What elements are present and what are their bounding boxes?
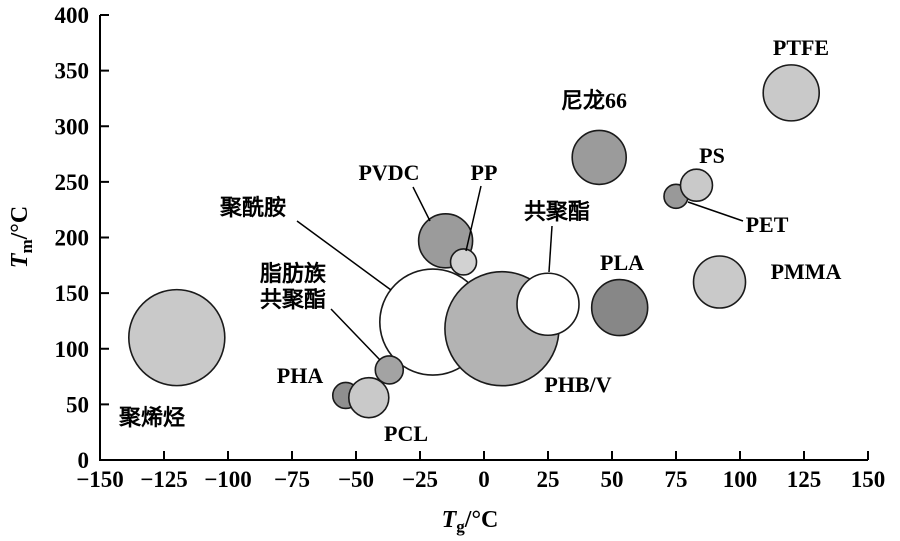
- label-aliphatic-copolyester: 脂肪族: [260, 261, 327, 286]
- label-ptfe: PTFE: [773, 35, 829, 60]
- y-tick-label: 150: [55, 281, 90, 306]
- y-tick-label: 300: [55, 114, 90, 139]
- x-tick-label: 0: [478, 467, 490, 492]
- bubble-nylon66: [571, 129, 628, 186]
- x-tick-label: −100: [204, 467, 252, 492]
- x-tick-label: −50: [338, 467, 374, 492]
- y-tick-label: 250: [55, 170, 90, 195]
- y-axis-label: Tm/°C: [7, 206, 36, 268]
- y-tick-label: 0: [78, 448, 90, 473]
- label-phbv: PHB/V: [544, 372, 611, 397]
- bubble-pp: [449, 248, 478, 276]
- bubble-aliphatic-copolyester: [374, 355, 405, 385]
- leader-polyamide: [296, 220, 392, 291]
- leader-pp: [465, 185, 482, 252]
- label-pha: PHA: [277, 363, 324, 388]
- bubble-polyolefin: [128, 288, 226, 387]
- label-polyamide: 聚酰胺: [219, 195, 286, 220]
- bubble-ptfe: [762, 64, 821, 122]
- bubble-ps: [679, 168, 714, 203]
- x-tick-label: 100: [723, 467, 758, 492]
- y-tick-label: 350: [55, 59, 90, 84]
- label-pcl: PCL: [384, 421, 428, 446]
- label-pp: PP: [471, 160, 498, 185]
- label-pla: PLA: [600, 250, 644, 275]
- y-tick-label: 200: [55, 226, 90, 251]
- label-ps: PS: [699, 143, 725, 168]
- leader-copolyester: [548, 225, 553, 273]
- axes: [99, 15, 868, 461]
- x-axis-label: Tg/°C: [442, 507, 499, 536]
- x-tick-label: 125: [787, 467, 822, 492]
- bubble-pcl: [347, 376, 390, 419]
- x-tick-label: −75: [274, 467, 310, 492]
- label-aliphatic-copolyester: 共聚酯: [260, 287, 326, 312]
- y-tick-label: 50: [66, 392, 89, 417]
- leader-aliphatic-copolyester: [330, 308, 381, 361]
- label-pvdc: PVDC: [358, 160, 419, 185]
- y-tick-label: 100: [55, 337, 90, 362]
- x-tick-label: 75: [665, 467, 688, 492]
- x-tick-label: −25: [402, 467, 438, 492]
- label-pet: PET: [746, 212, 789, 237]
- leader-pet: [687, 201, 744, 222]
- label-copolyester: 共聚酯: [524, 199, 590, 224]
- leader-pvdc: [412, 186, 431, 222]
- x-tick-label: −150: [76, 467, 124, 492]
- bubble-pmma: [692, 255, 747, 309]
- x-tick-label: −125: [140, 467, 188, 492]
- y-tick-label: 400: [55, 3, 90, 28]
- x-tick-label: 150: [851, 467, 886, 492]
- bubble-copolyester: [516, 272, 580, 337]
- x-tick-label: 50: [601, 467, 624, 492]
- bubble-pla: [590, 278, 649, 337]
- x-tick-label: 25: [537, 467, 560, 492]
- label-pmma: PMMA: [771, 259, 842, 284]
- label-nylon66: 尼龙66: [561, 88, 627, 113]
- label-polyolefin: 聚烯烃: [118, 405, 185, 430]
